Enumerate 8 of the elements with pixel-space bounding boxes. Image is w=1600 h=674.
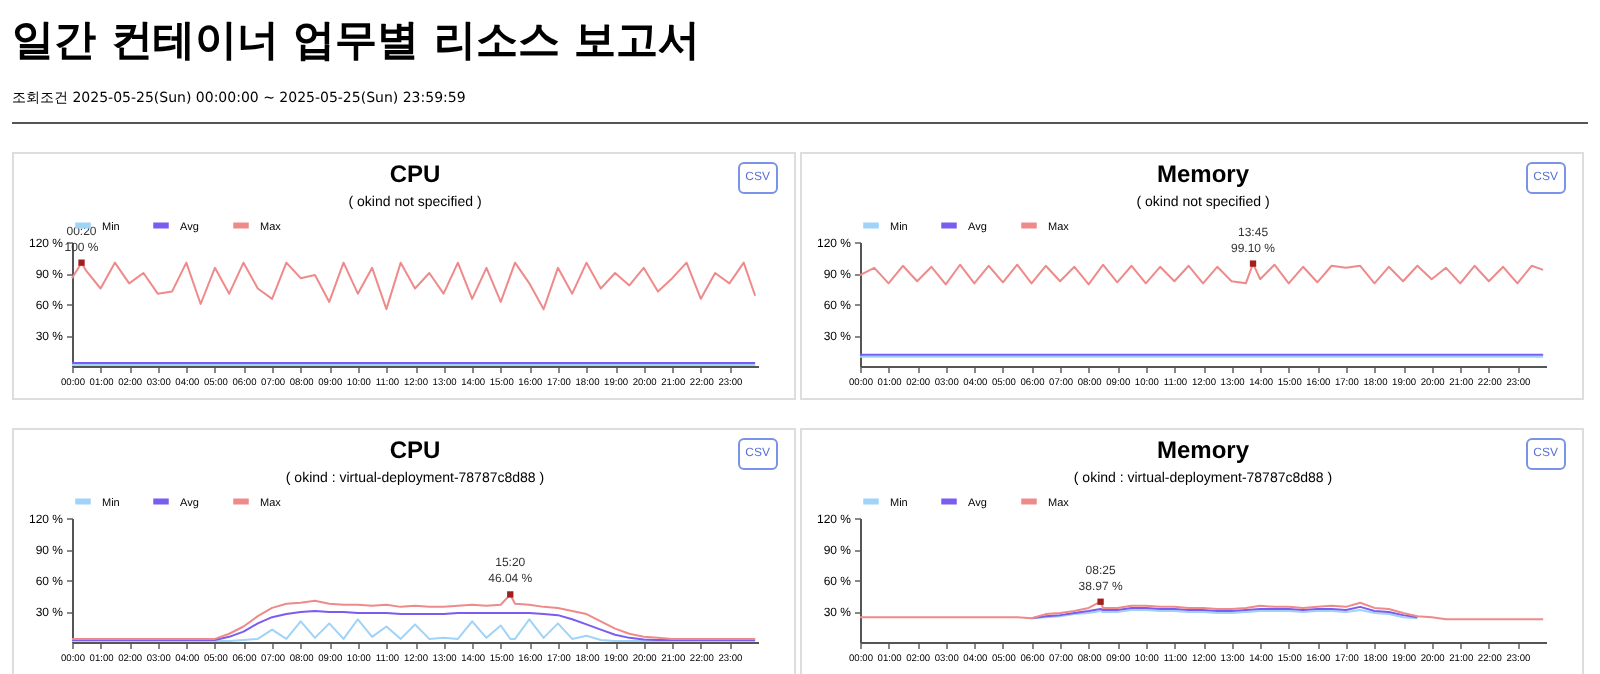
chart-title: CPU	[389, 436, 441, 464]
line-series	[71, 259, 757, 311]
line-series	[859, 598, 1545, 621]
chart-title: Memory	[1156, 436, 1250, 464]
text: 일간 컨테이너 업무별 리소스 보고서	[12, 14, 703, 68]
chart-title: CPU	[389, 160, 441, 188]
line-series	[859, 260, 1545, 286]
chart-title: Memory	[1156, 160, 1250, 188]
